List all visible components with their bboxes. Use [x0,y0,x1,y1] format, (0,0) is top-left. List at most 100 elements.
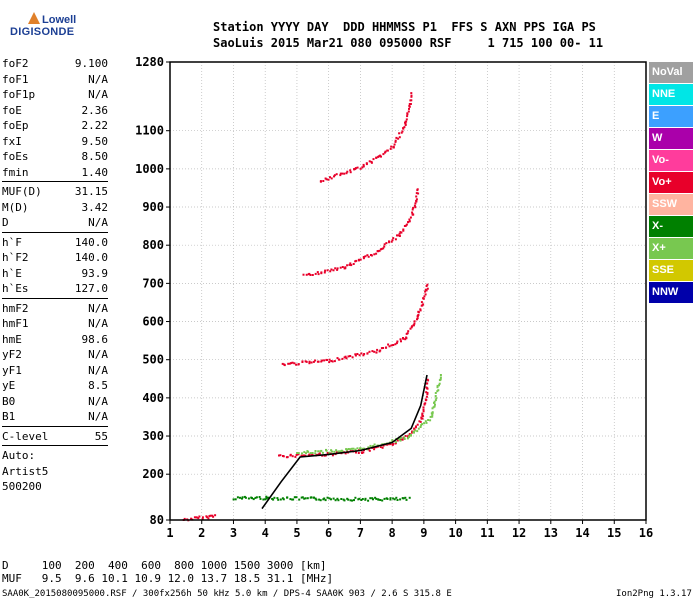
echo-point [403,126,406,129]
echo-point [356,447,359,450]
param-name: B1 [2,410,16,423]
echo-point [239,496,241,499]
legend-item: X- [649,216,693,237]
legend-item: X+ [649,238,693,259]
echo-point [346,170,349,173]
echo-point [281,362,284,365]
echo-point [412,324,415,327]
echo-point [283,364,286,367]
param-row: yF1 N/A [2,363,108,379]
x-tick-label: 13 [544,526,558,540]
echo-point [376,250,379,253]
echo-point [352,263,355,265]
chart-grid [169,61,647,521]
echo-point [368,449,371,452]
echo-point [400,340,402,343]
echo-point [396,340,399,343]
echo-point [406,115,409,118]
echo-point [365,163,368,166]
x-tick-label: 12 [512,526,526,540]
echo-point [431,411,434,414]
echo-point [434,392,437,394]
chart-marks [182,92,442,522]
echo-point [413,322,416,325]
echo-point [420,424,423,427]
param-name: foE [2,103,22,117]
software-version: Ion2Png 1.3.17 [616,589,692,599]
param-group-muf: MUF(D) 31.15 M(D) 3.42 D N/A [2,184,108,231]
echo-point [372,445,375,447]
x-tick-label: 4 [262,526,269,540]
echo-point [207,517,210,520]
echo-point [286,456,289,459]
x-tick-label: 15 [607,526,621,540]
plot-frame [169,61,647,521]
echo-point [332,269,335,272]
echo-point [405,498,408,501]
echo-point [345,172,348,175]
echo-point [425,421,428,424]
echo-point [435,397,438,400]
y-tick-label: 300 [142,429,164,443]
echo-point [394,343,397,346]
echo-point [375,497,378,500]
echo-point [425,285,428,287]
echo-point [323,497,326,500]
param-row: fxI 9.50 [2,134,108,150]
echo-point [368,350,371,353]
echo-point [379,446,382,448]
echo-point [417,311,420,314]
echo-point [352,447,355,450]
echo-point [276,497,279,500]
echo-point [201,518,204,521]
distance-row: D 100 200 400 600 800 1000 1500 3000 [km… [2,559,327,572]
param-row: MUF(D) 31.15 [2,184,108,200]
echo-point [433,400,436,403]
echo-point [302,273,305,276]
echo-point [336,267,339,270]
param-row: hmF1 N/A [2,316,108,332]
echo-point [439,374,442,376]
echo-point [306,497,309,500]
echo-point [423,402,426,405]
echo-point [379,349,382,352]
echo-point [400,438,403,441]
trace-4 [281,283,429,367]
echo-point [422,303,425,306]
echo-point [329,176,331,179]
param-value: 1.40 [81,165,109,179]
echo-point [416,423,419,426]
echo-point [402,228,405,231]
echo-point [438,384,440,387]
echo-point [330,177,333,180]
echo-point [411,208,414,211]
echo-point [434,395,437,397]
echo-point [312,360,315,363]
param-value: N/A [88,363,108,377]
echo-point [425,391,428,394]
echo-point [408,107,410,110]
param-group-profile: hmF2 N/A hmF1 N/A hmE 98.6 yF2 N/A yF1 N/A yE 8.5 B0… [2,301,108,425]
echo-point [437,389,440,392]
legend-item: NNW [649,282,693,303]
echo-point [392,237,395,240]
echo-point [424,398,427,401]
y-tick-label: 1100 [135,124,164,138]
echo-point [297,453,300,456]
echo-point [409,103,412,105]
echo-point [431,413,434,416]
echo-point [343,499,346,502]
echo-point [416,188,419,191]
echo-point [254,496,257,499]
echo-point [412,213,415,216]
param-value: N/A [88,301,108,315]
legend-item: E [649,106,693,127]
echo-point [390,344,393,347]
trace-2 [278,378,430,459]
echo-point [361,451,364,454]
param-row: h`F2 140.0 [2,250,108,266]
param-value: N/A [88,88,108,101]
echo-point [362,256,365,258]
echo-point [309,274,312,276]
echo-point [406,332,409,335]
